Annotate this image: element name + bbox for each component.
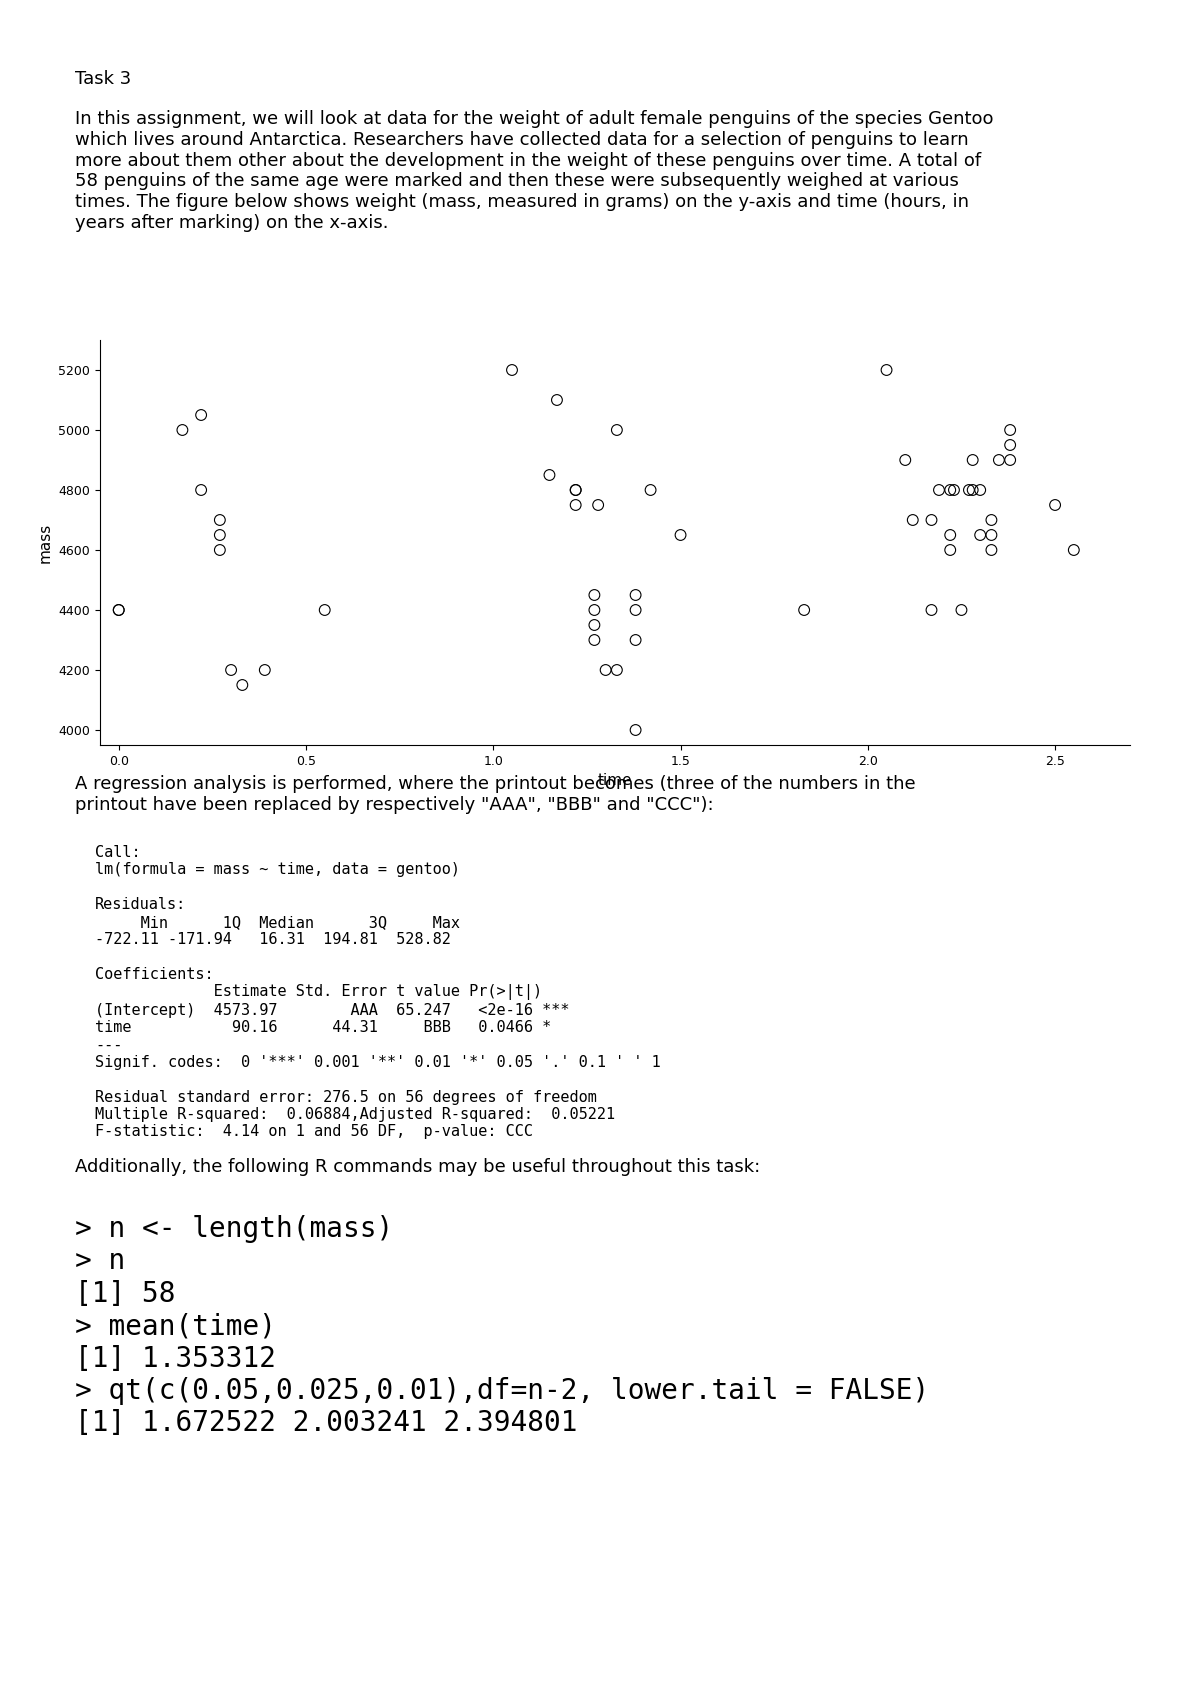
Point <box>584 596 604 623</box>
Point <box>596 657 616 684</box>
Point <box>607 657 626 684</box>
Point <box>1064 536 1084 563</box>
Point <box>989 446 1008 473</box>
Point <box>1001 446 1020 473</box>
Point <box>588 492 607 519</box>
Point <box>982 521 1001 548</box>
Point <box>316 596 335 623</box>
X-axis label: time: time <box>598 774 632 789</box>
Point <box>1001 431 1020 458</box>
Point <box>982 506 1001 533</box>
Point <box>904 506 923 533</box>
Point <box>982 536 1001 563</box>
Point <box>584 626 604 653</box>
Point <box>584 611 604 638</box>
Point <box>929 477 948 504</box>
Point <box>1045 492 1064 519</box>
Point <box>941 521 960 548</box>
Point <box>256 657 275 684</box>
Point <box>109 596 128 623</box>
Point <box>941 477 960 504</box>
Text: Task 3: Task 3 <box>74 70 131 88</box>
Point <box>192 402 211 429</box>
Point <box>607 416 626 443</box>
Point <box>222 657 241 684</box>
Text: Additionally, the following R commands may be useful throughout this task:: Additionally, the following R commands m… <box>74 1157 761 1176</box>
Point <box>192 477 211 504</box>
Point <box>944 477 964 504</box>
Point <box>584 582 604 609</box>
Point <box>671 521 690 548</box>
Point <box>566 477 586 504</box>
Point <box>971 477 990 504</box>
Point <box>895 446 914 473</box>
Text: In this assignment, we will look at data for the weight of adult female penguins: In this assignment, we will look at data… <box>74 110 994 232</box>
Point <box>941 536 960 563</box>
Point <box>794 596 814 623</box>
Point <box>952 596 971 623</box>
Point <box>210 521 229 548</box>
Point <box>566 477 586 504</box>
Text: Call:
lm(formula = mass ~ time, data = gentoo)

Residuals:
     Min      1Q  Med: Call: lm(formula = mass ~ time, data = g… <box>95 845 661 1139</box>
Point <box>641 477 660 504</box>
Point <box>547 387 566 414</box>
Point <box>626 716 646 743</box>
Point <box>959 477 978 504</box>
Point <box>233 672 252 699</box>
Point <box>922 506 941 533</box>
Point <box>626 626 646 653</box>
Point <box>210 536 229 563</box>
Point <box>173 416 192 443</box>
Text: A regression analysis is performed, where the printout becomes (three of the num: A regression analysis is performed, wher… <box>74 776 916 815</box>
Point <box>922 596 941 623</box>
Point <box>964 446 983 473</box>
Point <box>210 506 229 533</box>
Point <box>971 521 990 548</box>
Point <box>626 582 646 609</box>
Point <box>626 596 646 623</box>
Point <box>1001 416 1020 443</box>
Point <box>566 492 586 519</box>
Point <box>503 356 522 384</box>
Point <box>964 477 983 504</box>
Point <box>540 462 559 489</box>
Point <box>109 596 128 623</box>
Text: > n <- length(mass)
> n
[1] 58
> mean(time)
[1] 1.353312
> qt(c(0.05,0.025,0.01): > n <- length(mass) > n [1] 58 > mean(ti… <box>74 1215 929 1437</box>
Y-axis label: mass: mass <box>37 523 53 563</box>
Point <box>877 356 896 384</box>
